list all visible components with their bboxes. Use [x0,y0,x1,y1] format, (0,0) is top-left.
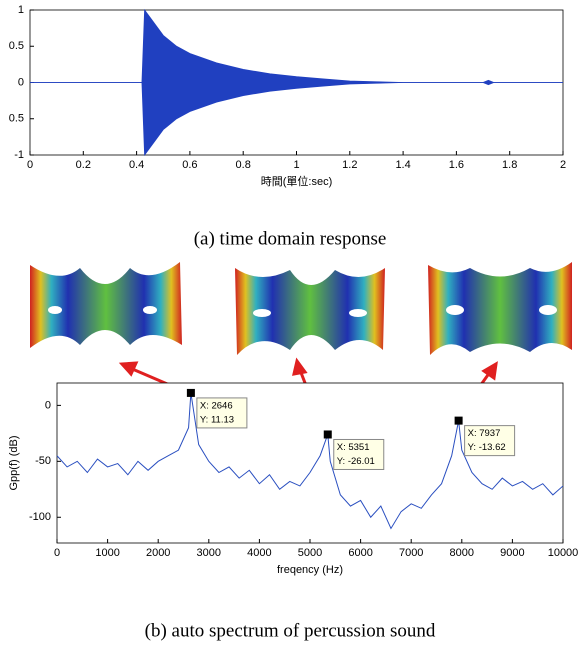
plot-area [56,382,564,544]
y-tick-label: -100 [29,511,51,523]
x-tick-label: 1 [293,159,299,171]
x-axis-label: 時間(單位:sec) [261,174,333,188]
x-tick-label: 2000 [146,547,170,559]
datatip-box [464,425,516,457]
datatip-text: Y: -26.01 [337,456,375,467]
caption: (b) auto spectrum of percussion sound [145,620,436,641]
hole [253,309,271,317]
datatip-text: X: 7937 [468,428,501,439]
x-tick-label: 1.6 [449,159,464,171]
datatip-marker [454,416,463,425]
x-axis-label: freqency (Hz) [277,564,343,576]
mode-shapes [30,262,572,355]
datatip-text: X: 2646 [200,400,233,411]
y-tick-label: 0 [45,399,51,411]
datatip-text: Y: -13.62 [468,442,506,453]
spectrum-line [56,392,564,530]
datatip-marker [186,388,195,397]
y-axis-label: Gpp(f) (dB) [8,435,20,490]
waveform [30,82,563,157]
x-tick-label: 0 [54,547,60,559]
x-tick-label: 0.2 [76,159,91,171]
hole [349,309,367,317]
x-tick-label: 1000 [95,547,119,559]
x-tick-label: 2 [560,159,566,171]
x-tick-label: 5000 [298,547,322,559]
x-tick-label: 1.8 [502,159,517,171]
x-tick-label: 8000 [450,547,474,559]
mode-shape [30,262,182,348]
y-tick-label: 0 [18,76,24,88]
caption: (a) time domain response [194,228,387,249]
arrow-head [118,361,139,377]
datatip-box [196,397,248,429]
datatip-box [333,438,385,470]
datatip-text: X: 5351 [337,442,370,453]
x-tick-label: 0.4 [129,159,144,171]
x-tick-label: 10000 [548,547,579,559]
y-tick-label: 0.5 [9,40,24,52]
hole [48,306,62,314]
waveform [30,8,563,83]
hole [143,306,157,314]
datatip-marker [323,430,332,439]
y-tick-label: 0.5 [9,113,24,125]
x-tick-label: 1.2 [342,159,357,171]
datatip-text: Y: 11.13 [200,414,234,425]
x-tick-label: 0.8 [236,159,251,171]
x-tick-label: 6000 [348,547,372,559]
y-tick-label: -1 [14,149,24,161]
arrow-head [292,357,308,376]
hole [446,305,464,315]
x-tick-label: 1.4 [395,159,410,171]
y-tick-label: -50 [35,455,51,467]
x-tick-label: 7000 [399,547,423,559]
y-tick-label: 1 [18,4,24,16]
mode-shape [428,262,572,355]
x-tick-label: 0.6 [182,159,197,171]
hole [539,305,557,315]
mode-shape [235,268,385,355]
x-tick-label: 9000 [500,547,524,559]
x-tick-label: 3000 [197,547,221,559]
x-tick-label: 0 [27,159,33,171]
arrow-head [481,361,498,381]
x-tick-label: 4000 [247,547,271,559]
